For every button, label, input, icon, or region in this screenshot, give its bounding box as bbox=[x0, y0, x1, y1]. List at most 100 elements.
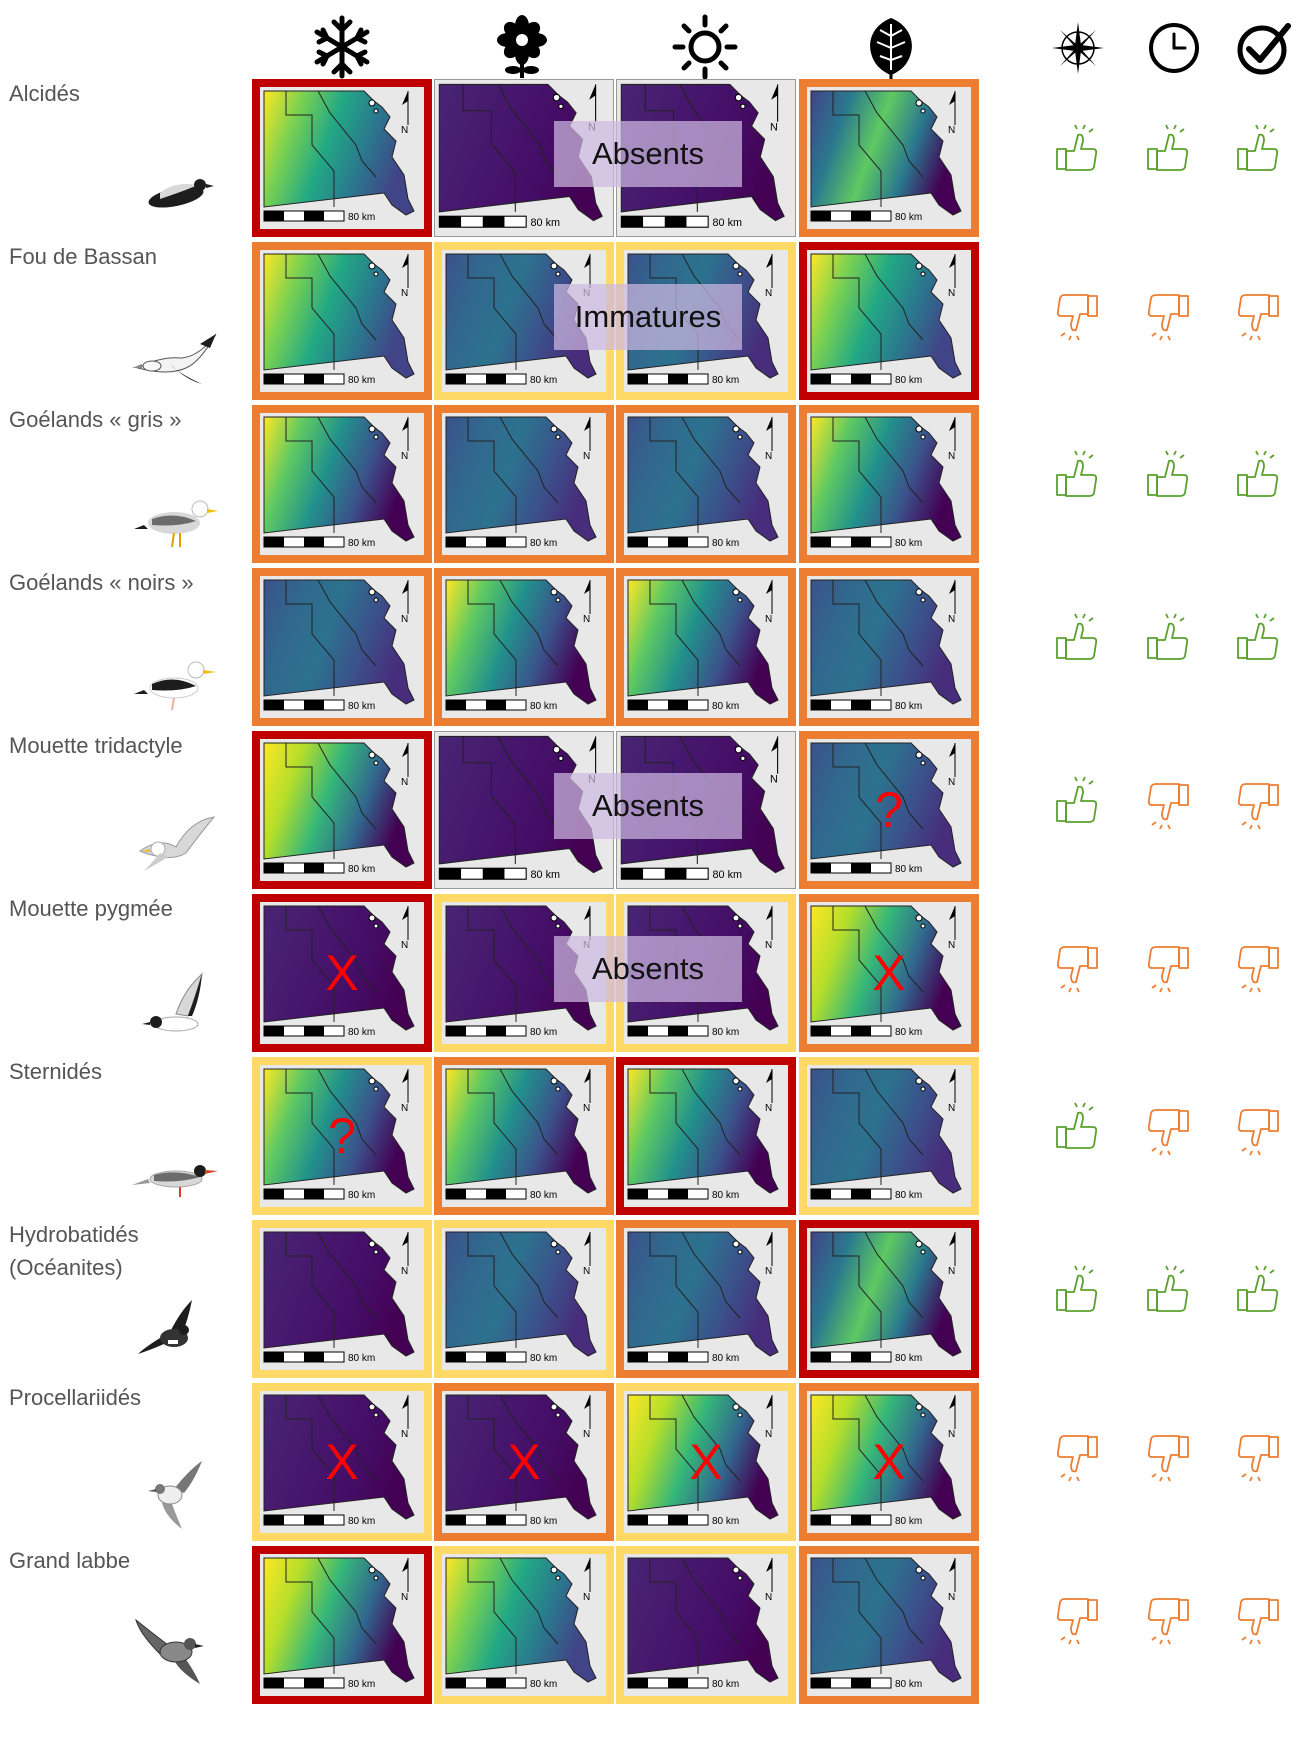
thumbs-up-icon bbox=[1049, 1264, 1105, 1320]
season-map-4: N 80 km bbox=[799, 242, 979, 400]
species-name: Hydrobatidés (Océanites) bbox=[9, 1222, 139, 1280]
north-label: N bbox=[765, 451, 772, 462]
density-map: N 80 km bbox=[260, 576, 424, 718]
scale-label: 80 km bbox=[712, 1190, 739, 1201]
season-map-1: N 80 km bbox=[252, 731, 432, 889]
season-map-1: N 80 km bbox=[252, 568, 432, 726]
scale-label: 80 km bbox=[348, 1027, 375, 1038]
north-label: N bbox=[948, 288, 955, 299]
scale-label: 80 km bbox=[713, 217, 743, 229]
north-label: N bbox=[948, 1103, 955, 1114]
scale-label: 80 km bbox=[348, 212, 375, 223]
north-label: N bbox=[583, 1103, 590, 1114]
thumbs-up-icon bbox=[1049, 123, 1105, 179]
north-label: N bbox=[583, 451, 590, 462]
season-map-1: N 80 km X bbox=[252, 1383, 432, 1541]
thumbs-down-icon bbox=[1230, 1590, 1286, 1646]
species-name: Procellariidés bbox=[9, 1385, 142, 1410]
density-map: N 80 km bbox=[260, 902, 424, 1044]
season-map-2: N 80 km bbox=[434, 1057, 614, 1215]
density-map: N 80 km bbox=[807, 1228, 971, 1370]
species-row: Goélands « gris » N 80 km N 8 bbox=[0, 403, 1312, 565]
north-label: N bbox=[948, 1266, 955, 1277]
scale-label: 80 km bbox=[712, 1353, 739, 1364]
scale-label: 80 km bbox=[531, 869, 561, 881]
season-map-2: N 80 km bbox=[434, 405, 614, 563]
season-map-4: N 80 km bbox=[799, 79, 979, 237]
scale-label: 80 km bbox=[712, 701, 739, 712]
density-map: N 80 km bbox=[624, 1554, 788, 1696]
north-label: N bbox=[401, 777, 408, 788]
scale-label: 80 km bbox=[530, 701, 557, 712]
species-row: Procellariidés N 80 km X N 80 bbox=[0, 1381, 1312, 1543]
clock-icon bbox=[1146, 20, 1202, 76]
scale-label: 80 km bbox=[530, 1027, 557, 1038]
thumbs-up-icon bbox=[1049, 612, 1105, 668]
scale-label: 80 km bbox=[712, 1516, 739, 1527]
thumbs-down-icon bbox=[1140, 286, 1196, 342]
thumbs-down-icon bbox=[1230, 1101, 1286, 1157]
scale-label: 80 km bbox=[530, 1679, 557, 1690]
season-map-1: N 80 km bbox=[252, 1220, 432, 1378]
season-map-1: N 80 km bbox=[252, 1546, 432, 1704]
north-label: N bbox=[401, 451, 408, 462]
thumbs-down-icon bbox=[1140, 1427, 1196, 1483]
scale-label: 80 km bbox=[348, 701, 375, 712]
species-name: Grand labbe bbox=[9, 1548, 131, 1573]
density-map: N 80 km bbox=[260, 250, 424, 392]
north-label: N bbox=[401, 125, 408, 136]
species-name: Sternidés bbox=[9, 1059, 102, 1084]
thumbs-down-icon bbox=[1230, 938, 1286, 994]
season-map-3: N 80 km bbox=[616, 568, 796, 726]
density-map: N 80 km bbox=[807, 413, 971, 555]
thumbs-up-icon bbox=[1049, 775, 1105, 831]
species-name: Goélands « noirs » bbox=[9, 570, 194, 595]
density-map: N 80 km bbox=[260, 87, 424, 229]
checkmark-icon bbox=[1236, 20, 1292, 76]
scale-label: 80 km bbox=[348, 1679, 375, 1690]
season-map-1: N 80 km bbox=[252, 405, 432, 563]
season-map-3: N 80 km bbox=[616, 1057, 796, 1215]
density-map: N 80 km bbox=[260, 1554, 424, 1696]
season-map-2: N 80 km bbox=[434, 1546, 614, 1704]
scale-label: 80 km bbox=[530, 375, 557, 386]
density-map: N 80 km bbox=[807, 576, 971, 718]
scale-label: 80 km bbox=[895, 538, 922, 549]
north-label: N bbox=[948, 451, 955, 462]
density-map: N 80 km bbox=[442, 1228, 606, 1370]
season-map-1: N 80 km bbox=[252, 79, 432, 237]
density-map: N 80 km bbox=[260, 1065, 424, 1207]
density-map: N 80 km bbox=[442, 1391, 606, 1533]
species-row: Fou de Bassan N 80 km N 80 km bbox=[0, 240, 1312, 402]
season-map-4: N 80 km bbox=[799, 1546, 979, 1704]
bird-gull-dark-icon bbox=[130, 644, 220, 716]
density-map: N 80 km bbox=[442, 576, 606, 718]
status-overlay: Absents bbox=[554, 121, 742, 187]
species-name: Goélands « gris » bbox=[9, 407, 182, 432]
north-label: N bbox=[770, 773, 778, 785]
season-map-4: N 80 km ? bbox=[799, 731, 979, 889]
species-row: Sternidés N 80 km ? N 80 km bbox=[0, 1055, 1312, 1217]
season-map-1: N 80 km X bbox=[252, 894, 432, 1052]
north-label: N bbox=[948, 614, 955, 625]
thumbs-down-icon bbox=[1140, 938, 1196, 994]
thumbs-down-icon bbox=[1140, 1590, 1196, 1646]
north-label: N bbox=[401, 288, 408, 299]
density-map: N 80 km bbox=[807, 739, 971, 881]
season-map-4: N 80 km bbox=[799, 1057, 979, 1215]
thumbs-down-icon bbox=[1230, 1427, 1286, 1483]
thumbs-up-icon bbox=[1230, 123, 1286, 179]
scale-label: 80 km bbox=[348, 375, 375, 386]
flower-icon bbox=[487, 12, 557, 82]
bird-kittiwake-icon bbox=[130, 807, 220, 879]
thumbs-down-icon bbox=[1049, 1590, 1105, 1646]
status-overlay: Immatures bbox=[554, 284, 742, 350]
scale-label: 80 km bbox=[348, 1190, 375, 1201]
species-row: Alcidés N 80 km N 80 km bbox=[0, 77, 1312, 239]
thumbs-up-icon bbox=[1140, 123, 1196, 179]
thumbs-down-icon bbox=[1230, 775, 1286, 831]
species-row: Grand labbe N 80 km N 80 km bbox=[0, 1544, 1312, 1706]
scale-label: 80 km bbox=[895, 375, 922, 386]
density-map: N 80 km bbox=[624, 413, 788, 555]
thumbs-down-icon bbox=[1049, 1427, 1105, 1483]
